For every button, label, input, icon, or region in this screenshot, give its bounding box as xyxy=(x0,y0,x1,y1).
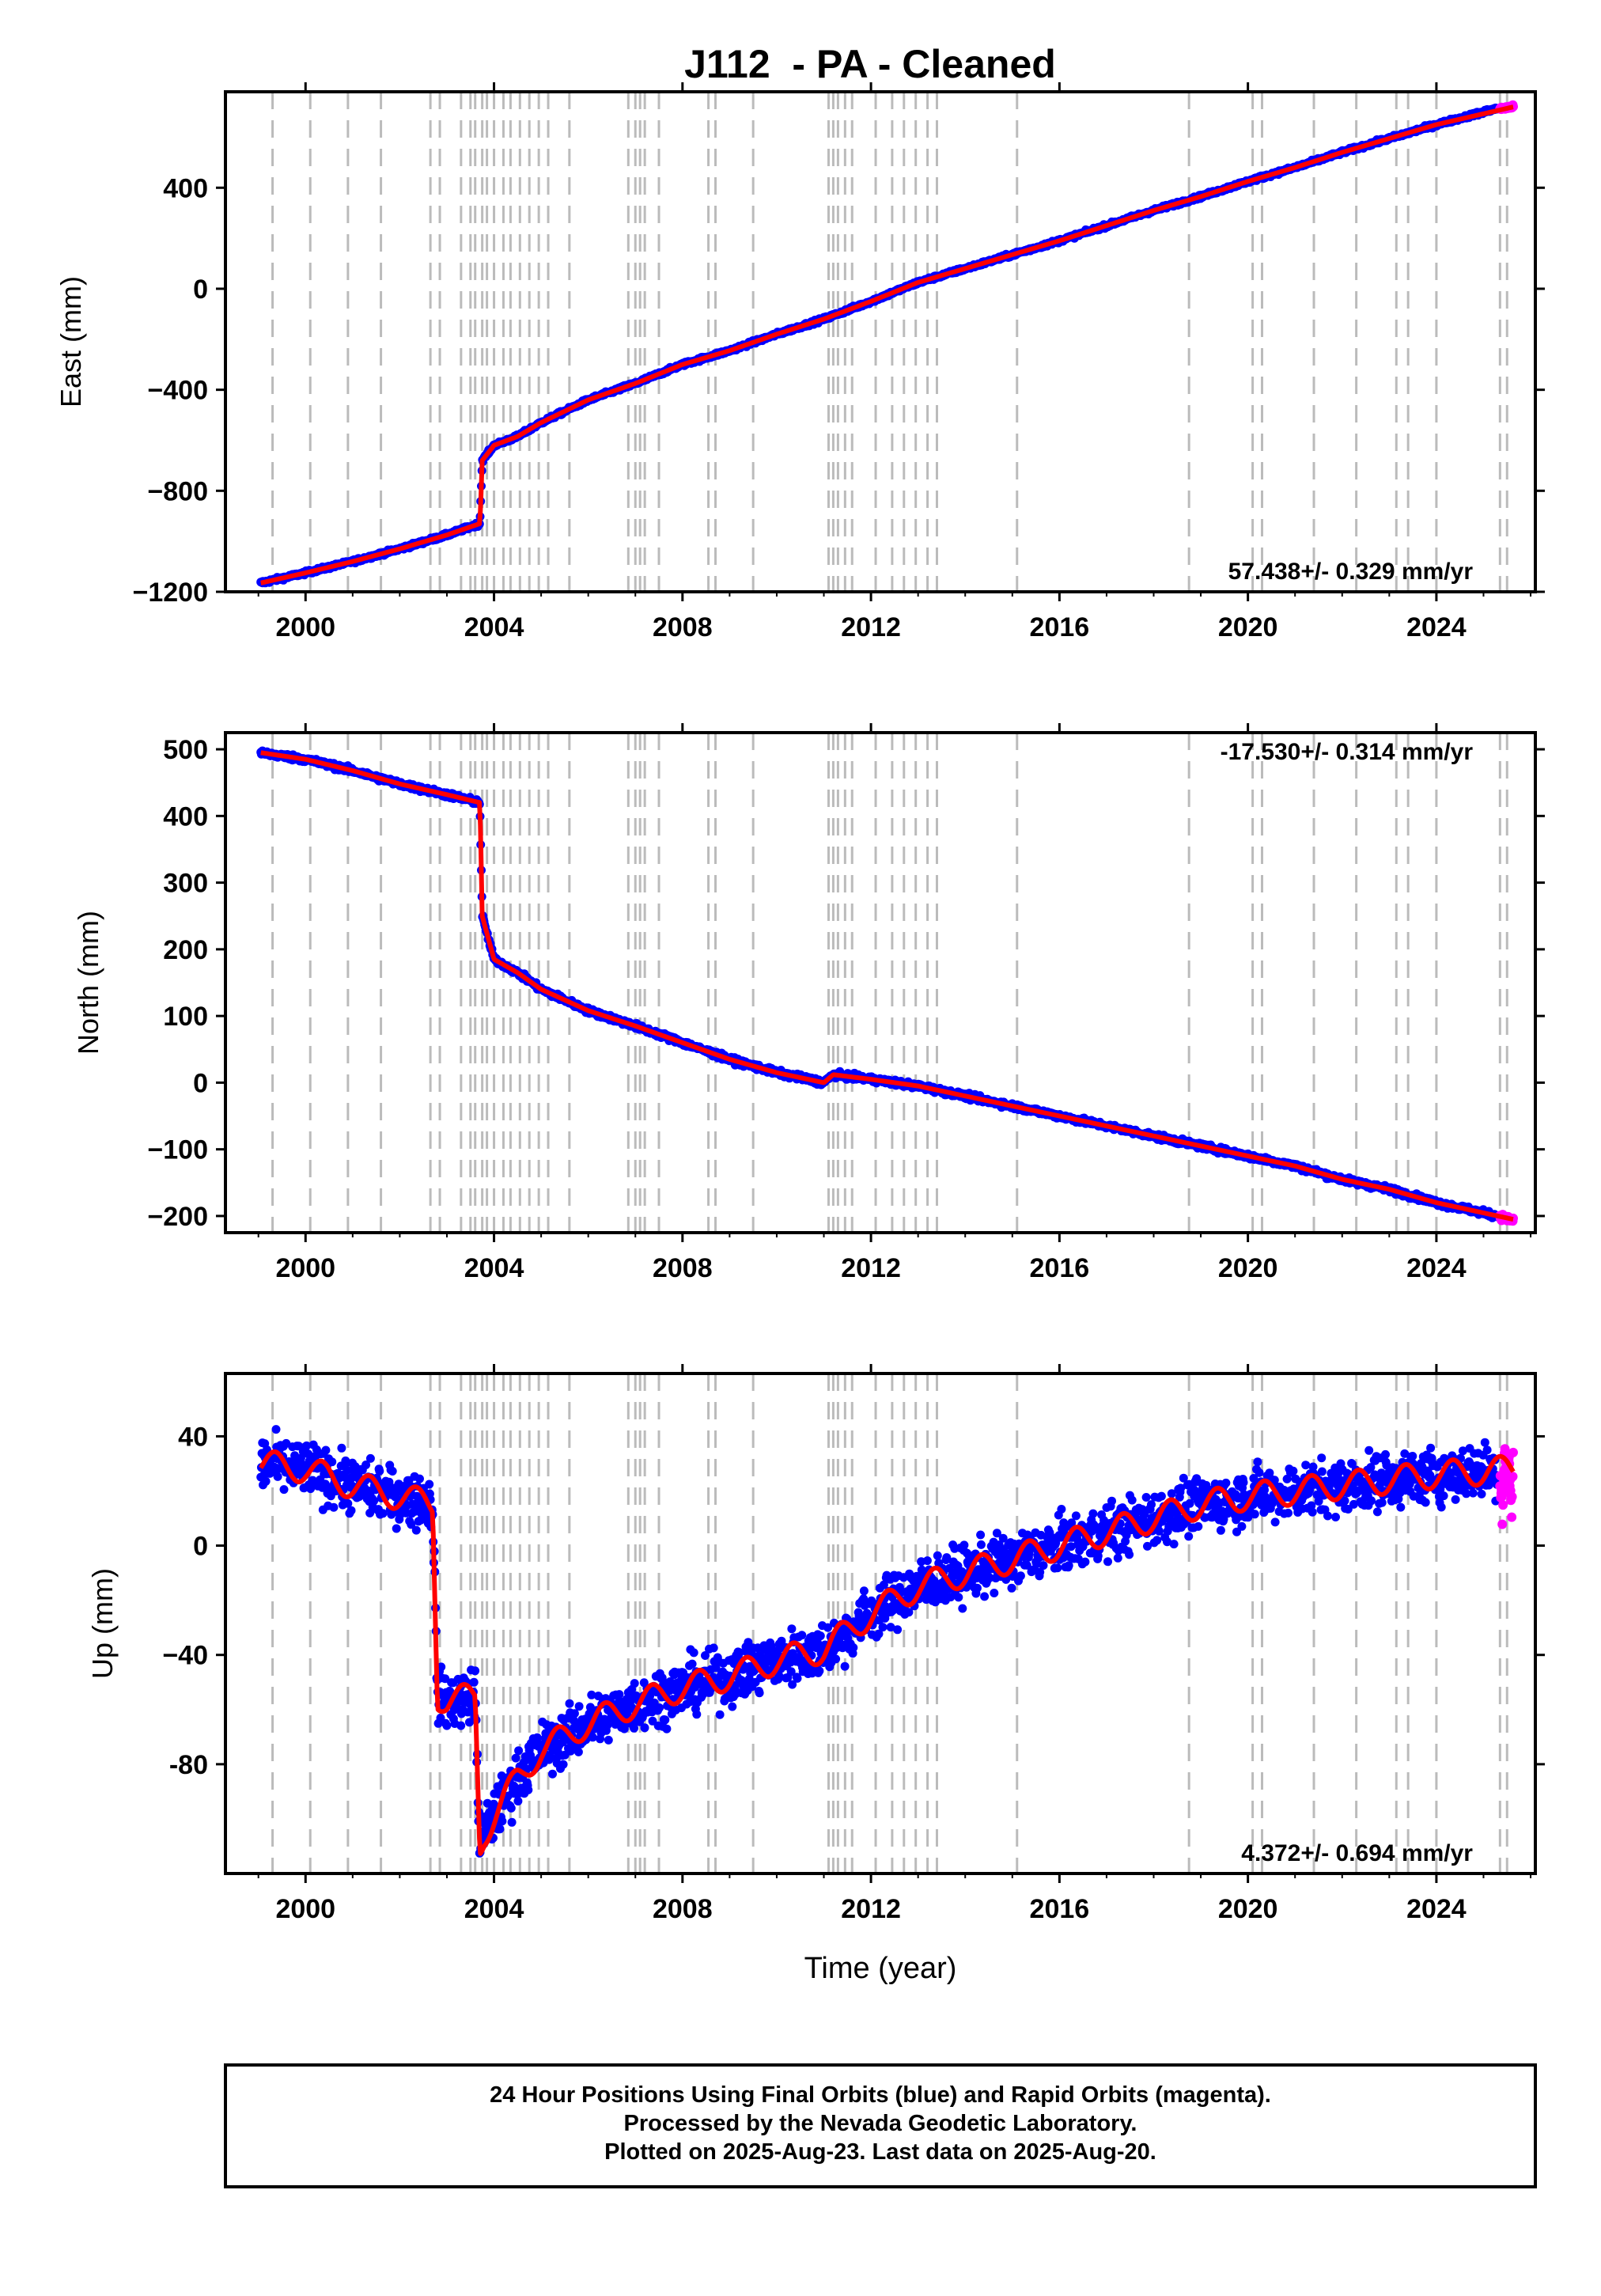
north-rate-label: -17.530+/- 0.314 mm/yr xyxy=(1221,739,1474,765)
north-frame xyxy=(224,731,1537,1234)
north-plot-area xyxy=(256,733,1518,1233)
north-ytick-label: 0 xyxy=(193,1068,208,1098)
north-xtick-label: 2012 xyxy=(841,1253,901,1283)
up-plot-area xyxy=(256,1373,1518,1874)
east-model-fit-line xyxy=(259,104,1515,585)
north-xtick-label: 2024 xyxy=(1406,1253,1467,1283)
north-ytick-label: −100 xyxy=(147,1135,208,1165)
north-model-fit-line xyxy=(259,750,1515,1222)
up-final-orbits-point xyxy=(321,1445,331,1455)
east-frame xyxy=(224,90,1537,593)
east-panel: −1200 −800 −400 0 400 2000 2004 2008 2012 2016 202… xyxy=(55,82,1545,642)
north-xtick-label: 2004 xyxy=(464,1253,524,1283)
east-xtick-label: 2000 xyxy=(275,612,335,642)
up-final-orbits-point xyxy=(392,1524,401,1533)
north-xtick-label: 2016 xyxy=(1030,1253,1090,1283)
east-ytick-label: −400 xyxy=(147,376,208,406)
north-xtick-label: 2008 xyxy=(653,1253,713,1283)
east-ylabel: East (mm) xyxy=(55,276,87,407)
north-ytick-label: 300 xyxy=(163,869,208,899)
north-ytick-label: 200 xyxy=(163,935,208,965)
north-panel: −200 −100 0 100 200 300 400 500 2000 2004 2008 2012… xyxy=(72,723,1545,1283)
up-final-orbits-point xyxy=(273,1472,282,1481)
east-ytick-label: −800 xyxy=(147,476,208,506)
east-ytick-label: 400 xyxy=(163,173,208,203)
up-final-orbits-point xyxy=(378,1509,388,1518)
east-ytick-label: −1200 xyxy=(133,578,209,608)
east-plot-area xyxy=(256,92,1518,592)
figure-title: J112 - PA - Cleaned xyxy=(684,42,1056,86)
east-xtick-label: 2024 xyxy=(1406,612,1467,642)
up-final-orbits-point xyxy=(261,1476,271,1486)
east-xtick-label: 2008 xyxy=(653,612,713,642)
north-ylabel: North (mm) xyxy=(72,911,104,1055)
north-xtick-label: 2000 xyxy=(275,1253,335,1283)
north-xtick-label: 2020 xyxy=(1218,1253,1278,1283)
up-final-orbits-point xyxy=(388,1467,397,1476)
east-xtick-label: 2020 xyxy=(1218,612,1278,642)
up-final-orbits-point xyxy=(365,1453,375,1463)
up-final-orbits-point xyxy=(375,1466,384,1476)
north-ytick-label: 100 xyxy=(163,1002,208,1032)
east-ytick-label: 0 xyxy=(193,275,208,305)
north-ytick-label: 500 xyxy=(163,735,208,765)
north-ytick-label: 400 xyxy=(163,801,208,832)
up-final-orbits-point xyxy=(329,1502,339,1512)
up-final-orbits-point xyxy=(271,1425,281,1434)
up-final-orbits-point xyxy=(346,1506,356,1515)
east-xtick-label: 2016 xyxy=(1030,612,1090,642)
east-xtick-label: 2004 xyxy=(464,612,524,642)
east-rate-label: 57.438+/- 0.329 mm/yr xyxy=(1228,559,1474,585)
up-final-orbits-point xyxy=(279,1485,289,1495)
north-ytick-label: −200 xyxy=(147,1202,208,1232)
up-final-orbits-point xyxy=(337,1443,346,1453)
east-xtick-label: 2012 xyxy=(841,612,901,642)
